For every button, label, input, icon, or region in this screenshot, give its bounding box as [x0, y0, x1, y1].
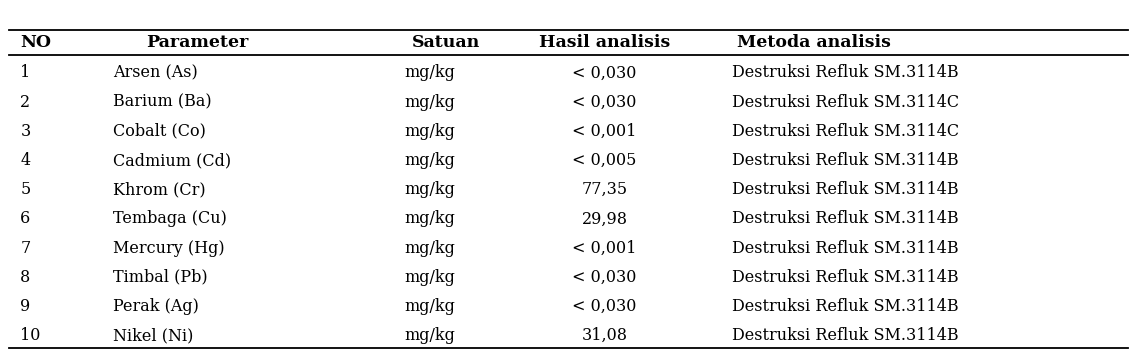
- Text: Hasil analisis: Hasil analisis: [539, 33, 670, 51]
- Text: 31,08: 31,08: [582, 327, 627, 344]
- Text: mg/kg: mg/kg: [405, 240, 455, 257]
- Text: Nikel (Ni): Nikel (Ni): [113, 327, 193, 344]
- Text: mg/kg: mg/kg: [405, 269, 455, 286]
- Text: Timbal (Pb): Timbal (Pb): [113, 269, 208, 286]
- Text: mg/kg: mg/kg: [405, 210, 455, 227]
- Text: 4: 4: [20, 152, 31, 169]
- Text: 1: 1: [20, 64, 31, 82]
- Text: mg/kg: mg/kg: [405, 327, 455, 344]
- Text: Parameter: Parameter: [147, 33, 249, 51]
- Text: < 0,005: < 0,005: [573, 152, 636, 169]
- Text: 9: 9: [20, 298, 31, 315]
- Text: 77,35: 77,35: [582, 181, 627, 198]
- Text: NO: NO: [20, 33, 51, 51]
- Text: Destruksi Refluk SM.3114B: Destruksi Refluk SM.3114B: [732, 269, 959, 286]
- Text: 8: 8: [20, 269, 31, 286]
- Text: Arsen (As): Arsen (As): [113, 64, 198, 82]
- Text: mg/kg: mg/kg: [405, 298, 455, 315]
- Text: 3: 3: [20, 123, 31, 140]
- Text: mg/kg: mg/kg: [405, 94, 455, 111]
- Text: < 0,001: < 0,001: [573, 123, 636, 140]
- Text: Destruksi Refluk SM.3114B: Destruksi Refluk SM.3114B: [732, 327, 959, 344]
- Text: 2: 2: [20, 94, 31, 111]
- Text: Destruksi Refluk SM.3114B: Destruksi Refluk SM.3114B: [732, 240, 959, 257]
- Text: Satuan: Satuan: [412, 33, 480, 51]
- Text: < 0,030: < 0,030: [573, 64, 636, 82]
- Text: Destruksi Refluk SM.3114B: Destruksi Refluk SM.3114B: [732, 64, 959, 82]
- Text: Khrom (Cr): Khrom (Cr): [113, 181, 206, 198]
- Text: mg/kg: mg/kg: [405, 64, 455, 82]
- Text: Destruksi Refluk SM.3114B: Destruksi Refluk SM.3114B: [732, 210, 959, 227]
- Text: 10: 10: [20, 327, 41, 344]
- Text: Destruksi Refluk SM.3114C: Destruksi Refluk SM.3114C: [732, 123, 959, 140]
- Text: Destruksi Refluk SM.3114C: Destruksi Refluk SM.3114C: [732, 94, 959, 111]
- Text: Metoda analisis: Metoda analisis: [737, 33, 890, 51]
- Text: 5: 5: [20, 181, 31, 198]
- Text: mg/kg: mg/kg: [405, 123, 455, 140]
- Text: 6: 6: [20, 210, 31, 227]
- Text: mg/kg: mg/kg: [405, 152, 455, 169]
- Text: < 0,030: < 0,030: [573, 94, 636, 111]
- Text: Destruksi Refluk SM.3114B: Destruksi Refluk SM.3114B: [732, 152, 959, 169]
- Text: < 0,030: < 0,030: [573, 269, 636, 286]
- Text: 29,98: 29,98: [582, 210, 627, 227]
- Text: Tembaga (Cu): Tembaga (Cu): [113, 210, 227, 227]
- Text: Cadmium (Cd): Cadmium (Cd): [113, 152, 232, 169]
- Text: 7: 7: [20, 240, 31, 257]
- Text: Destruksi Refluk SM.3114B: Destruksi Refluk SM.3114B: [732, 181, 959, 198]
- Text: Mercury (Hg): Mercury (Hg): [113, 240, 225, 257]
- Text: Perak (Ag): Perak (Ag): [113, 298, 199, 315]
- Text: < 0,030: < 0,030: [573, 298, 636, 315]
- Text: mg/kg: mg/kg: [405, 181, 455, 198]
- Text: < 0,001: < 0,001: [573, 240, 636, 257]
- Text: Cobalt (Co): Cobalt (Co): [113, 123, 206, 140]
- Text: Destruksi Refluk SM.3114B: Destruksi Refluk SM.3114B: [732, 298, 959, 315]
- Text: Barium (Ba): Barium (Ba): [113, 94, 211, 111]
